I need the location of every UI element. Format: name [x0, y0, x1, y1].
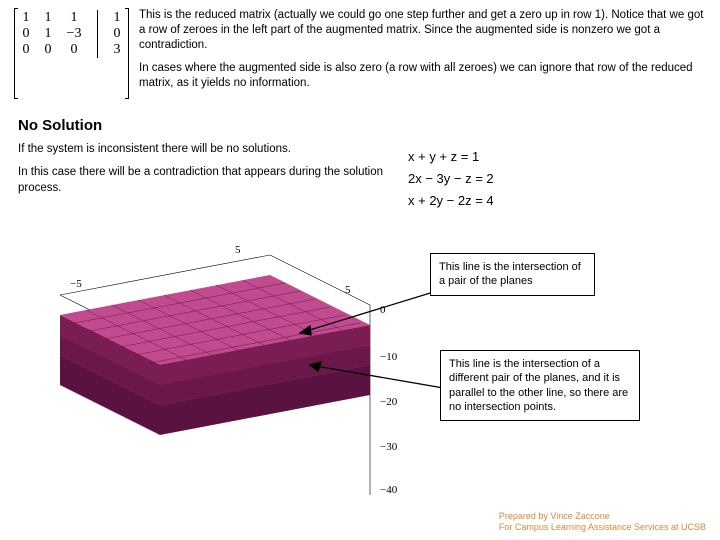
- matrix-cell: 1: [110, 10, 124, 26]
- axis-tick: 5: [235, 244, 241, 256]
- matrix-cell: 1: [19, 10, 33, 26]
- matrix-cell: 0: [41, 42, 55, 58]
- callout-box: This line is the intersection of a pair …: [430, 253, 595, 296]
- matrix-cell: 1: [63, 10, 85, 26]
- body-text: This is the reduced matrix (actually we …: [139, 8, 706, 53]
- callout-box: This line is the intersection of a diffe…: [440, 350, 640, 421]
- footer-line: For Campus Learning Assistance Services …: [499, 522, 706, 534]
- matrix-cell: 0: [19, 42, 33, 58]
- footer-credit: Prepared by Vince Zaccone For Campus Lea…: [499, 511, 706, 534]
- matrix-cell: −3: [63, 26, 85, 42]
- equation-line: x + 2y − 2z = 4: [408, 190, 494, 212]
- body-text: If the system is inconsistent there will…: [18, 142, 388, 158]
- matrix-cell: 1: [41, 26, 55, 42]
- axis-tick: 5: [345, 284, 351, 296]
- equation-line: 2x − 3y − z = 2: [408, 168, 494, 190]
- body-text: In this case there will be a contradicti…: [18, 165, 388, 196]
- matrix-cell: 0: [19, 26, 33, 42]
- axis-tick: −5: [70, 278, 82, 290]
- matrix-cell: 0: [110, 26, 124, 42]
- section-heading: No Solution: [18, 117, 720, 134]
- matrix-cell: 3: [110, 42, 124, 58]
- axis-tick: −40: [380, 484, 398, 496]
- footer-line: Prepared by Vince Zaccone: [499, 511, 706, 523]
- body-text: In cases where the augmented side is als…: [139, 61, 706, 91]
- axis-tick: 0: [380, 304, 386, 316]
- matrix-cell: 0: [63, 42, 85, 58]
- augmented-matrix: 1 1 1 1 0 1 −3 0 0 0 0 3: [14, 8, 129, 99]
- axis-tick: −10: [380, 351, 398, 363]
- equation-system: x + y + z = 1 2x − 3y − z = 2 x + 2y − 2…: [408, 146, 494, 212]
- axis-tick: −20: [380, 396, 398, 408]
- matrix-cell: 1: [41, 10, 55, 26]
- axis-tick: −30: [380, 441, 398, 453]
- equation-line: x + y + z = 1: [408, 146, 494, 168]
